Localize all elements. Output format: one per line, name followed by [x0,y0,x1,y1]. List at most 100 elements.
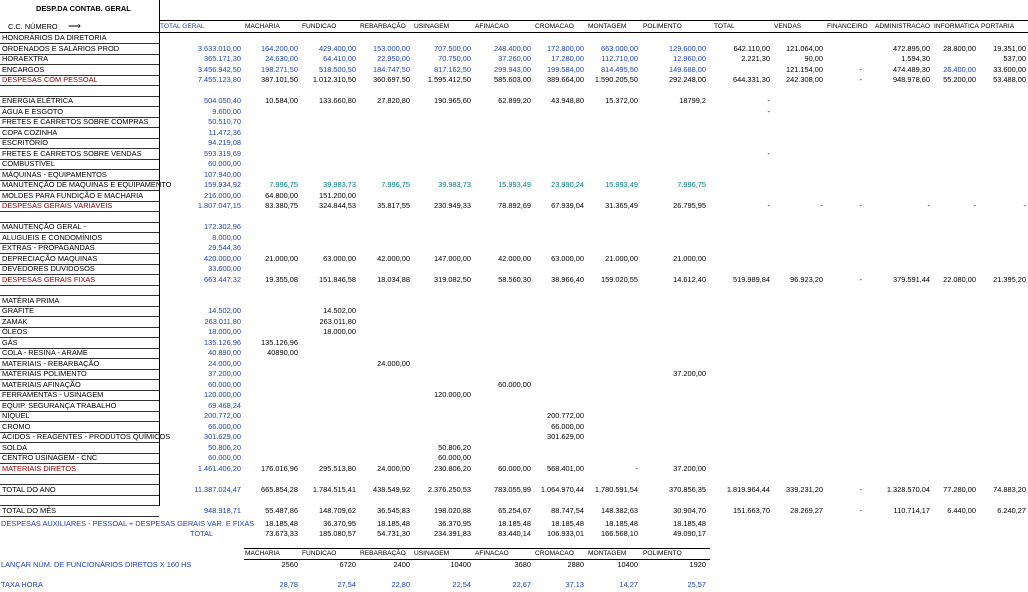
table-cell: 60.000,00 [498,463,531,473]
table-cell: 120.000,00 [434,390,471,399]
table-cell: 1.819.964,44 [726,484,770,494]
row-rule [0,515,159,517]
table-cell: 339.231,20 [786,484,823,494]
row-label: FRETES E CARRETOS SOBRE COMPRAS [2,117,149,126]
sheet-title: DESP.DA CONTAB. GERAL [36,4,131,13]
table-cell: 40.890,00 [208,348,241,357]
bottom-column-header: USINAGEM [414,550,450,557]
row-label: MOLDES PARA FUNDIÇÃO E MACHARIA [2,190,144,200]
table-cell: 24.000,00 [377,463,410,473]
row-label: MATERIAIS - REBARBAÇÃO [2,358,100,368]
table-cell: 18.034,88 [377,274,410,284]
funcionarios-cell: 1920 [689,560,706,569]
table-cell: 39.983,73 [323,180,356,189]
bottom-column-header: MONTAGEM [588,550,627,557]
table-cell: 63.000,00 [323,253,356,263]
table-cell: 519.989,84 [733,274,770,284]
table-cell: 7.455.123,80 [197,75,241,84]
table-cell: 379.591,44 [893,274,930,284]
row-rule [0,326,159,328]
table-cell: 198.271,50 [261,64,298,74]
table-cell: 19.355,08 [265,274,298,284]
table-cell: - [973,201,976,210]
table-cell: 6.240,27 [997,505,1026,515]
column-header: USINAGEM [414,23,450,30]
table-cell: 783.055,99 [494,484,531,494]
column-header: PORTARIA [981,23,1015,30]
funcionarios-cell: 10400 [450,560,471,569]
row-label: DESPESAS GERAIS FIXAS [2,274,96,284]
row-label: FERRAMENTAS - USINAGEM [2,390,104,399]
table-cell: 60.000,00 [208,379,241,389]
table-cell: 817.162,50 [434,64,471,74]
column-header: TOTAL GERAL [160,23,205,30]
taxa-hora-cell: 22,54 [452,580,472,589]
aux-cell: 18.185,48 [498,519,531,528]
taxa-hora-cell: 22,80 [391,580,411,589]
row-rule [0,379,159,380]
table-cell: 420.000,00 [204,253,241,263]
table-cell: 948.978,60 [893,75,930,84]
table-cell: 248.400,00 [494,43,531,53]
header-rule [160,32,1028,33]
funcionarios-cell: 2400 [393,560,410,569]
table-cell: 242.308,00 [786,75,823,84]
row-rule [0,505,159,506]
table-cell: 518.500,50 [319,64,356,74]
row-rule [0,484,159,485]
table-cell: 37.260,00 [498,54,531,63]
table-cell: 65.254,67 [498,505,531,515]
taxa-hora-cell: 37,13 [565,580,585,589]
row-label: MANUTENÇÃO GERAL - [2,222,86,231]
table-cell: 1.780.591,54 [594,484,638,494]
column-header: VENDAS [774,23,802,30]
table-cell: 112.710,00 [601,54,638,63]
table-cell: 74.883,20 [993,484,1026,494]
table-cell: 7.996,75 [269,180,298,189]
table-cell: - [927,201,930,210]
row-label: DESPESAS COM PESSOAL [2,75,98,84]
table-cell: 147.000,00 [434,253,471,263]
table-cell: 387.101,50 [261,75,298,84]
column-header: REBARBAÇÃO [360,23,406,30]
table-cell: 69.468,24 [208,400,241,410]
table-cell: 24.000,00 [208,358,241,368]
taxa-hora-cell: 22,67 [512,580,532,589]
header-rule [160,20,1028,21]
column-header: INFORMATICA [934,23,979,30]
table-cell: - [767,148,770,158]
table-cell: 22.950,00 [377,54,410,63]
aux-total-cell: 234.391,83 [434,529,471,538]
table-cell: 29.544,36 [208,243,241,252]
aux-cell: 18.185,48 [673,519,706,528]
row-rule [0,400,159,401]
table-cell: 135.126,96 [261,337,298,347]
row-rule [0,337,159,338]
row-rule [0,179,159,181]
table-cell: 10.584,00 [265,96,298,105]
aux-cell: 36.370,95 [438,519,471,528]
row-label: HORAEXTRA [2,54,48,63]
row-label: GRAFITE [2,306,35,315]
table-cell: 707.500,00 [434,43,471,53]
row-label: TOTAL DO MÊS [2,505,57,515]
row-rule [0,211,159,212]
table-cell: 107.940,00 [204,169,241,179]
table-cell: 110.714,17 [893,505,930,515]
table-cell: 11.472,36 [208,127,241,137]
table-cell: 120.000,00 [204,390,241,399]
row-rule [0,169,159,170]
cc-number-label: C.C. NÚMERO [8,22,58,31]
table-cell: 151.663,70 [733,505,770,515]
table-cell: 121.064,00 [786,43,823,53]
table-cell: - [859,505,862,515]
table-cell: 39.983,73 [438,180,471,189]
funcionarios-cell: 2880 [567,560,584,569]
table-cell: 148.709,62 [319,505,356,515]
aux-total-cell: 166.568,10 [601,529,638,538]
table-cell: 58.560,30 [498,274,531,284]
row-label: COLA - RESINA - ARAME [2,348,88,357]
table-cell: 537,00 [1003,54,1026,63]
aux-cell: 18.185,48 [551,519,584,528]
row-rule [0,316,159,317]
